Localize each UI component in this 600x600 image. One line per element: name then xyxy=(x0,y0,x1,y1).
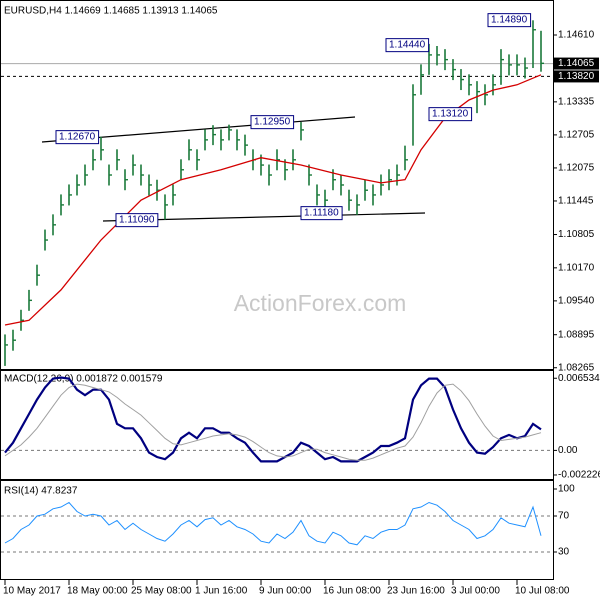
annotation-box xyxy=(250,115,295,130)
rsi-panel xyxy=(0,480,554,580)
price-annotation: 1.11090 xyxy=(119,215,155,226)
x-tick-label: 3 Jul 00:00 xyxy=(451,586,500,597)
x-tick-label: 10 Jul 08:00 xyxy=(515,586,570,597)
x-tick-label: 25 May 08:00 xyxy=(131,586,192,597)
rsi-title: RSI(14) 47.8237 xyxy=(4,486,78,497)
price-annotation: 1.12670 xyxy=(59,132,96,143)
annotation-box xyxy=(55,130,100,145)
price-box xyxy=(553,70,599,83)
y-tick-label: 1.12705 xyxy=(558,130,595,141)
y-tick-label: 0.006534 xyxy=(558,373,600,384)
y-tick-label: 1.14610 xyxy=(558,30,595,41)
price-annotation: 1.14440 xyxy=(389,40,426,51)
x-tick-label: 9 Jun 00:00 xyxy=(259,586,312,597)
price-box-label: 1.13820 xyxy=(558,71,595,82)
price-annotation: 1.14890 xyxy=(491,15,528,26)
x-tick-label: 1 Jun 16:00 xyxy=(195,586,248,597)
annotation-box xyxy=(428,107,473,122)
y-tick-label: 1.13335 xyxy=(558,96,595,107)
price-annotation: 1.11180 xyxy=(304,208,339,219)
x-tick-label: 16 Jun 08:00 xyxy=(323,586,381,597)
y-tick-label: 1.11445 xyxy=(558,196,594,207)
x-tick-label: 23 Jun 16:00 xyxy=(387,586,445,597)
series-line xyxy=(4,383,542,461)
annotation-box xyxy=(300,206,343,221)
price-annotation: 1.12950 xyxy=(254,117,291,128)
y-tick-label: 1.12075 xyxy=(558,163,595,174)
x-tick-label: 18 May 00:00 xyxy=(67,586,128,597)
moving-average xyxy=(4,74,542,326)
series-line xyxy=(4,501,542,546)
y-tick-label: 30 xyxy=(558,547,570,558)
y-tick-label: 70 xyxy=(558,511,570,522)
macd-panel xyxy=(0,370,554,480)
series-line xyxy=(4,376,542,463)
y-tick-label: -0.002226 xyxy=(558,470,600,481)
y-tick-label: 1.08265 xyxy=(558,362,595,373)
macd-title: MACD(12,26,9) 0.001872 0.001579 xyxy=(4,374,163,385)
annotation-box xyxy=(487,13,532,28)
price-box xyxy=(553,57,599,70)
price-box-label: 1.14065 xyxy=(558,58,595,69)
y-tick-label: 100 xyxy=(558,484,575,495)
y-tick-label: 1.10170 xyxy=(558,262,595,273)
x-tick-label: 10 May 2017 xyxy=(3,586,61,597)
price-panel xyxy=(0,0,554,370)
annotation-box xyxy=(385,38,430,53)
y-tick-label: 1.08895 xyxy=(558,329,595,340)
y-tick-label: 1.09540 xyxy=(558,296,595,307)
y-tick-label: 1.10805 xyxy=(558,229,595,240)
annotation-box xyxy=(115,213,159,228)
watermark: ActionForex.com xyxy=(234,290,407,316)
price-title: EURUSD,H4 1.14669 1.14685 1.13913 1.1406… xyxy=(4,6,218,17)
price-annotation: 1.13120 xyxy=(432,109,469,120)
y-tick-label: 0.00 xyxy=(558,445,578,456)
